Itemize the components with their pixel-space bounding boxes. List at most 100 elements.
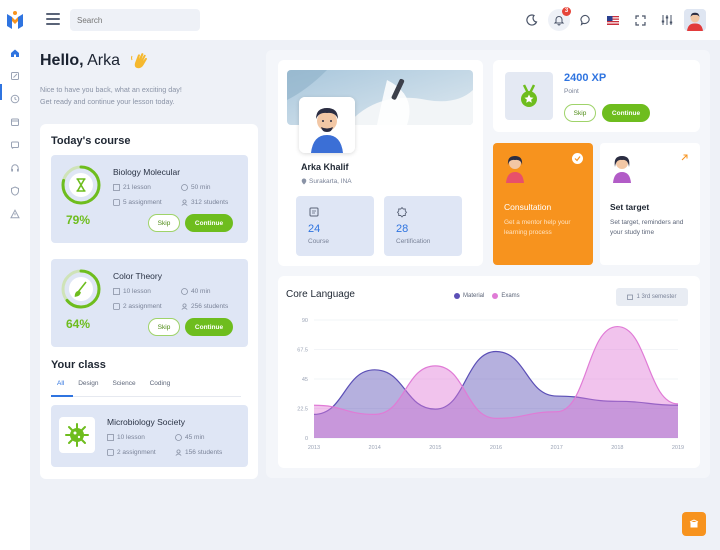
calendar-icon xyxy=(627,294,634,300)
chat-icon[interactable] xyxy=(578,12,594,28)
notification-button[interactable]: 3 xyxy=(548,7,571,31)
home-icon xyxy=(11,49,19,57)
points-skip-button[interactable]: Skip xyxy=(564,104,596,122)
top-bar: 3 xyxy=(0,0,720,40)
profile-name: Arka Khalif xyxy=(301,162,349,172)
line-material xyxy=(313,350,679,415)
course-progress: 79% xyxy=(66,213,91,227)
box-icon xyxy=(689,519,699,528)
dark-mode-icon[interactable] xyxy=(524,12,540,28)
course-stat: 24 Course xyxy=(296,196,374,256)
set-target-card[interactable]: Set target Set target, reminders and you… xyxy=(600,143,700,265)
student-avatar xyxy=(613,156,631,183)
clock-icon xyxy=(10,94,20,104)
course-card[interactable]: 79% Biology Molecular 21 lesson 50 min 5… xyxy=(51,155,248,243)
tab-science[interactable]: Science xyxy=(112,380,136,387)
consultation-card[interactable]: Consultation Get a mentor help your lear… xyxy=(493,143,593,265)
points-value: 2400 XP xyxy=(564,72,607,84)
location-pin-icon xyxy=(301,178,307,185)
legend-label-exams: Exams xyxy=(501,293,520,299)
calendar-icon xyxy=(11,118,19,126)
edit-icon xyxy=(11,72,19,80)
x-tick-label: 2015 xyxy=(429,445,441,451)
legend-dot-material xyxy=(454,293,460,299)
consultation-description: Get a mentor help your learning process xyxy=(504,219,571,236)
semester-selector[interactable]: 1 3rd semester xyxy=(616,288,688,306)
settings-sliders-icon[interactable] xyxy=(659,12,675,28)
search-input[interactable] xyxy=(70,9,200,31)
consultation-title: Consultation xyxy=(504,202,552,212)
fullscreen-icon[interactable] xyxy=(632,12,648,28)
brush-icon xyxy=(74,281,87,297)
class-card[interactable]: Microbiology Society 10 lesson 45 min 2 … xyxy=(51,405,248,467)
core-language-card xyxy=(278,276,700,468)
points-label: Point xyxy=(564,88,579,95)
sidebar xyxy=(0,40,30,550)
sidebar-item-calendar[interactable] xyxy=(8,115,22,129)
progress-ring xyxy=(61,165,101,205)
certificate-icon xyxy=(396,206,408,218)
sidebar-item-alerts[interactable] xyxy=(8,207,22,221)
course-name: Color Theory xyxy=(113,271,162,281)
bell-icon xyxy=(553,16,565,26)
hourglass-icon xyxy=(76,178,86,192)
sidebar-item-tasks[interactable] xyxy=(8,69,22,83)
x-tick-label: 2014 xyxy=(369,445,381,451)
users-icon xyxy=(181,303,188,310)
chart-title: Core Language xyxy=(286,289,355,300)
profile-avatar xyxy=(299,97,355,153)
set-target-description: Set target, reminders and your study tim… xyxy=(610,219,684,236)
course-assignments: 2 assignment xyxy=(113,303,162,310)
class-assignments: 2 assignment xyxy=(107,449,156,456)
menu-toggle-icon[interactable] xyxy=(46,13,60,25)
course-card[interactable]: 64% Color Theory 10 lesson 40 min 2 assi… xyxy=(51,259,248,347)
floating-action-button[interactable] xyxy=(682,512,706,536)
mentor-avatar xyxy=(506,156,524,183)
continue-button[interactable]: Continue xyxy=(185,318,233,336)
book-icon xyxy=(113,288,120,295)
user-avatar[interactable] xyxy=(684,9,706,31)
class-lessons: 10 lesson xyxy=(107,434,145,441)
course-progress: 64% xyxy=(66,317,91,331)
sidebar-active-indicator xyxy=(0,84,2,100)
class-students: 156 students xyxy=(175,449,222,456)
certification-stat: 28 Certification xyxy=(384,196,462,256)
book-icon xyxy=(113,184,120,191)
points-continue-button[interactable]: Continue xyxy=(602,104,650,122)
sidebar-item-support[interactable] xyxy=(8,161,22,175)
progress-ring xyxy=(61,269,101,309)
y-tick-label: 67.5 xyxy=(297,348,308,354)
sidebar-item-messages[interactable] xyxy=(8,138,22,152)
book-icon xyxy=(309,207,319,217)
tab-all[interactable]: All xyxy=(57,380,65,387)
your-class-title: Your class xyxy=(51,359,106,371)
profile-location: Surakarta, INA xyxy=(301,178,352,185)
sidebar-item-achievements[interactable] xyxy=(8,184,22,198)
tab-coding[interactable]: Coding xyxy=(149,380,171,387)
x-tick-label: 2013 xyxy=(308,445,320,451)
legend-label-material: Material xyxy=(463,293,485,299)
clock-icon xyxy=(175,434,182,441)
tab-design[interactable]: Design xyxy=(78,380,99,387)
notification-badge: 3 xyxy=(562,7,571,16)
skip-button[interactable]: Skip xyxy=(148,318,180,336)
legend-dot-exams xyxy=(492,293,499,299)
course-lessons: 21 lesson xyxy=(113,184,151,191)
class-duration: 45 min xyxy=(175,434,205,441)
us-flag-icon[interactable] xyxy=(605,12,621,28)
y-tick-label: 90 xyxy=(302,318,308,324)
course-students: 312 students xyxy=(181,199,228,206)
checkmark-icon xyxy=(572,153,583,164)
sidebar-item-schedule[interactable] xyxy=(8,92,22,106)
message-icon xyxy=(11,141,19,149)
x-tick-label: 2017 xyxy=(551,445,563,451)
todays-course-title: Today's course xyxy=(51,135,131,147)
app-logo xyxy=(7,11,23,29)
core-language-chart: 0 22.5 45 67.5 90 2013 2014 2015 2016 2017 2018 201… xyxy=(297,318,684,451)
course-duration: 40 min xyxy=(181,288,211,295)
sidebar-item-home[interactable] xyxy=(8,46,22,60)
continue-button[interactable]: Continue xyxy=(185,214,233,232)
book-icon xyxy=(107,434,114,441)
edit-icon xyxy=(113,303,120,310)
skip-button[interactable]: Skip xyxy=(148,214,180,232)
